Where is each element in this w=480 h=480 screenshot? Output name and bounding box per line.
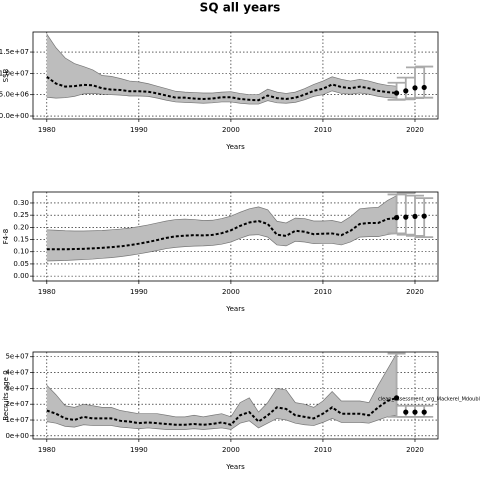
point: [403, 88, 409, 94]
band-edge: [46, 33, 397, 96]
band-edge: [46, 233, 397, 262]
x-tick-label: 2000: [222, 288, 240, 296]
x-tick-label: 2000: [222, 446, 240, 454]
y-tick-label: 5e+07: [5, 353, 29, 361]
band-edge: [46, 90, 397, 105]
x-tick-label: 2010: [314, 446, 332, 454]
x-tick-label: 2010: [314, 288, 332, 296]
y-tick-label: 0.15: [13, 236, 29, 244]
confidence-band: [46, 353, 397, 430]
y-tick-label: 0.30: [13, 199, 29, 207]
point: [403, 214, 409, 220]
band-edge: [46, 414, 397, 430]
point: [403, 409, 409, 415]
y-tick-label: 0.00: [13, 272, 29, 280]
y-axis-label: SSB: [2, 68, 10, 82]
x-tick-label: 1990: [130, 446, 148, 454]
point: [393, 215, 400, 221]
x-tick-label: 1980: [38, 126, 56, 134]
point: [412, 409, 418, 415]
x-tick-label: 2020: [406, 446, 424, 454]
plot-frame: [32, 191, 439, 282]
data-line: [46, 396, 397, 426]
point: [393, 395, 400, 401]
band-edge: [46, 195, 397, 232]
x-tick-label: 2000: [222, 126, 240, 134]
point: [393, 90, 400, 96]
y-tick-label: 1.5e+07: [0, 48, 29, 56]
y-tick-label: 0.20: [13, 223, 29, 231]
plot-frame: [32, 351, 439, 440]
y-tick-label: 2e+07: [5, 400, 29, 408]
y-tick-label: 0.10: [13, 248, 29, 256]
x-tick-label: 1990: [130, 126, 148, 134]
point: [412, 213, 418, 219]
point: [421, 84, 427, 91]
y-tick-label: 3e+07: [5, 384, 29, 392]
x-tick-label: 2020: [406, 126, 424, 134]
y-tick-label: 1.0e+07: [0, 69, 29, 77]
y-tick-label: 4e+07: [5, 369, 29, 377]
x-tick-label: 1980: [38, 446, 56, 454]
y-axis-label: F4-8: [2, 229, 10, 244]
y-tick-label: 0.0e+00: [0, 112, 29, 120]
data-line: [46, 75, 397, 102]
point: [421, 213, 427, 219]
y-tick-label: 0.25: [13, 211, 29, 219]
x-tick-label: 2010: [314, 126, 332, 134]
y-tick-label: 1e+07: [5, 416, 29, 424]
plot-frame: [32, 31, 439, 120]
y-tick-label: 0.05: [13, 260, 29, 268]
x-axis-label: Years: [225, 463, 245, 471]
x-tick-label: 2020: [406, 288, 424, 296]
point: [421, 409, 427, 415]
y-tick-label: 0e+00: [5, 432, 29, 440]
x-tick-label: 1980: [38, 288, 56, 296]
data-line: [46, 217, 397, 251]
y-axis-label: Recruits age 0: [2, 370, 10, 420]
chart-title: SQ all years: [200, 1, 281, 15]
x-tick-label: 1990: [130, 288, 148, 296]
annotation: clean_assessment_org_Mackerel_Mdoubl: [378, 397, 480, 403]
x-axis-label: Years: [225, 143, 245, 151]
y-tick-label: 5.0e+06: [0, 91, 30, 99]
x-axis-label: Years: [225, 305, 245, 313]
confidence-band: [46, 195, 397, 262]
point: [412, 85, 418, 91]
band-edge: [46, 353, 397, 418]
